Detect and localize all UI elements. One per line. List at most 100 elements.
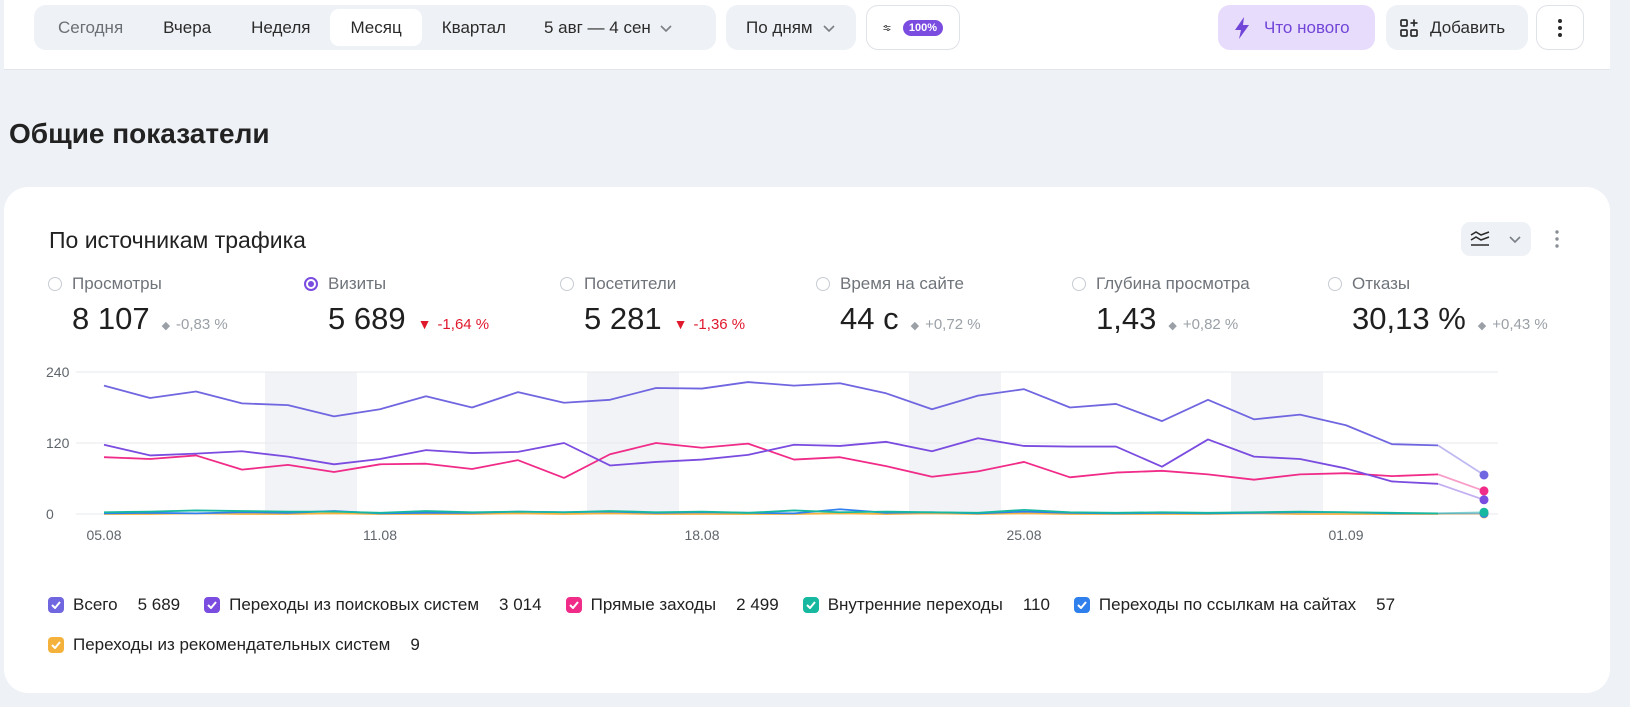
metric-pageviews[interactable]: Просмотры 8 107 ◆ -0,83 % [48, 273, 304, 337]
add-widget-button[interactable]: Добавить [1386, 5, 1528, 50]
y-tick-label: 0 [46, 506, 54, 522]
period-month-button[interactable]: Месяц [330, 9, 422, 46]
metric-label: Отказы [1352, 274, 1411, 293]
metric-delta-value: +0,43 % [1492, 316, 1548, 333]
metric-label: Визиты [328, 274, 387, 293]
chart-legend: Всего 5 689 Переходы из поисковых систем… [48, 585, 1548, 665]
date-range-picker[interactable]: 5 авг — 4 сен [526, 18, 687, 38]
more-menu-button[interactable] [1536, 5, 1584, 50]
metric-delta-value: +0,82 % [1182, 316, 1239, 333]
date-range-label: 5 авг — 4 сен [543, 17, 651, 37]
more-vertical-icon [1555, 230, 1559, 248]
checkbox-icon[interactable] [802, 597, 819, 613]
card-more-button[interactable] [1547, 223, 1567, 255]
legend-label: Прямые заходы [590, 595, 717, 614]
metric-delta: ◆ +0,72 % [911, 316, 981, 333]
whats-new-button[interactable]: Что нового [1218, 5, 1375, 50]
legend-item-total[interactable]: Всего 5 689 [48, 595, 180, 615]
lightning-icon [1235, 16, 1249, 39]
metric-time-on-site[interactable]: Время на сайте 44 с ◆ +0,72 % [816, 273, 1072, 337]
legend-item-direct[interactable]: Прямые заходы 2 499 [565, 595, 779, 615]
metric-visitors[interactable]: Посетители 5 281 ▼ -1,36 % [560, 273, 816, 337]
legend-item-referral[interactable]: Переходы по ссылкам на сайтах 57 [1073, 595, 1395, 615]
period-selector: Сегодня Вчера Неделя Месяц Квартал 5 авг… [34, 5, 716, 50]
checkbox-icon[interactable] [48, 637, 64, 653]
period-week-button[interactable]: Неделя [251, 17, 311, 37]
metric-radio[interactable] [816, 277, 830, 291]
chart-type-dropdown[interactable] [1461, 222, 1531, 256]
legend-label: Внутренние переходы [827, 595, 1003, 614]
more-vertical-icon [1558, 18, 1562, 37]
triangle-down-icon: ▼ [417, 316, 432, 332]
metric-label: Просмотры [72, 274, 162, 293]
series-line [103, 437, 1439, 485]
chevron-down-icon [1509, 236, 1521, 244]
series-line-partial [1437, 473, 1485, 492]
diamond-icon: ◆ [910, 320, 920, 332]
legend-item-internal[interactable]: Внутренние переходы 110 [802, 595, 1050, 615]
x-tick-label: 11.08 [363, 527, 397, 543]
metric-radio[interactable] [48, 277, 62, 291]
legend-value: 9 [410, 635, 420, 654]
triangle-down-icon: ▼ [673, 316, 688, 332]
group-by-dropdown[interactable]: По дням [726, 5, 856, 50]
checkbox-icon[interactable] [48, 597, 64, 613]
metric-radio[interactable] [1328, 277, 1342, 291]
metric-value: 8 107 [72, 301, 150, 336]
series-line-partial [1437, 482, 1485, 501]
metric-visits[interactable]: Визиты 5 689 ▼ -1,64 % [304, 273, 560, 337]
series-end-point [1479, 507, 1489, 517]
metric-value: 5 689 [328, 301, 406, 336]
diamond-icon: ◆ [1477, 320, 1487, 332]
chevron-down-icon [823, 24, 835, 32]
metric-delta: ▼ -1,64 % [418, 316, 490, 333]
legend-label: Переходы по ссылкам на сайтах [1098, 595, 1357, 614]
series-line-partial [1437, 444, 1485, 476]
series-end-point [1479, 486, 1489, 496]
metric-radio[interactable] [560, 277, 574, 291]
checkbox-icon[interactable] [1073, 597, 1090, 613]
period-today-button[interactable]: Сегодня [58, 17, 124, 37]
series-line-partial [1437, 511, 1485, 515]
checkbox-icon[interactable] [204, 597, 221, 613]
legend-value: 3 014 [499, 595, 542, 614]
metric-delta-value: +0,72 % [925, 316, 981, 333]
series-end-point [1479, 495, 1489, 505]
metric-radio[interactable] [304, 277, 318, 291]
y-tick-label: 240 [46, 364, 70, 380]
legend-value: 110 [1022, 595, 1050, 614]
checkbox-icon[interactable] [565, 597, 582, 613]
metric-value: 5 281 [584, 301, 662, 336]
traffic-line-chart: 240 120 0 05.08 11.08 18.08 25.08 01.09 [46, 364, 1498, 543]
legend-item-recommendation[interactable]: Переходы из рекомендательных систем 9 [48, 635, 420, 655]
group-by-label: По дням [746, 17, 813, 37]
series-end-point [1479, 470, 1489, 480]
whats-new-label: Что нового [1264, 17, 1350, 37]
metric-delta-value: -1,36 % [693, 316, 746, 333]
x-tick-label: 05.08 [86, 527, 121, 543]
metric-delta: ◆ +0,82 % [1168, 316, 1238, 333]
metric-depth[interactable]: Глубина просмотра 1,43 ◆ +0,82 % [1072, 273, 1328, 337]
period-quarter-button[interactable]: Квартал [441, 17, 506, 37]
metric-delta: ◆ -0,83 % [162, 316, 228, 333]
legend-item-search[interactable]: Переходы из поисковых систем 3 014 [204, 595, 542, 615]
metric-delta-value: -0,83 % [176, 316, 228, 333]
series-line [103, 442, 1439, 481]
legend-value: 2 499 [736, 595, 779, 614]
diamond-icon: ◆ [161, 320, 171, 332]
chevron-down-icon [660, 24, 672, 32]
metric-bounce[interactable]: Отказы 30,13 % ◆ +0,43 % [1328, 273, 1584, 337]
legend-label: Переходы из поисковых систем [229, 595, 480, 614]
legend-label: Переходы из рекомендательных систем [73, 635, 391, 654]
y-tick-label: 120 [46, 435, 70, 451]
series-line [103, 508, 1439, 515]
diamond-icon: ◆ [1168, 320, 1177, 332]
metric-value: 1,43 [1096, 301, 1157, 336]
filters-button[interactable]: 100% [866, 5, 960, 50]
series-line [103, 381, 1439, 447]
add-label: Добавить [1430, 17, 1506, 37]
period-yesterday-button[interactable]: Вчера [163, 17, 212, 37]
metric-delta: ▼ -1,36 % [674, 316, 746, 333]
card-title: По источникам трафика [49, 227, 306, 253]
metric-radio[interactable] [1072, 277, 1086, 291]
